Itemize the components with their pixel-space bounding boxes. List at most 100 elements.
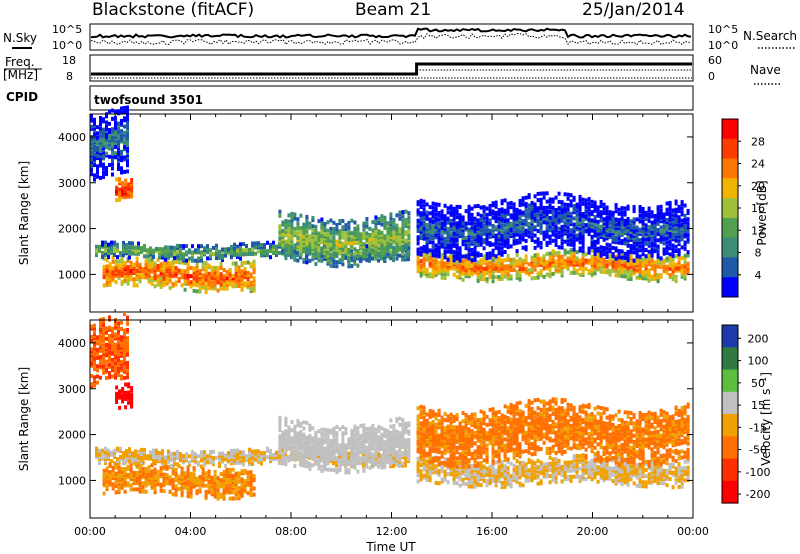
echo-cell — [608, 216, 612, 221]
echo-cell — [566, 256, 570, 261]
echo-cell — [566, 229, 570, 234]
echo-cell — [626, 274, 630, 279]
echo-cell — [380, 230, 384, 235]
echo-cell — [380, 253, 384, 258]
echo-cell — [578, 217, 582, 222]
echo-cell — [107, 450, 110, 455]
echo-cell — [353, 247, 357, 252]
echo-cell — [446, 231, 450, 235]
echo-cell — [371, 232, 375, 237]
echo-cell — [554, 234, 558, 239]
echo-cell — [114, 265, 118, 270]
echo-cell — [434, 233, 438, 238]
echo-cell — [662, 264, 666, 269]
echo-cell — [332, 260, 336, 264]
echo-cell — [371, 230, 375, 235]
echo-cell — [602, 227, 606, 232]
echo-cell — [635, 225, 639, 230]
echo-cell — [638, 254, 642, 259]
echo-cell — [221, 249, 224, 254]
echo-cell — [551, 216, 555, 221]
echo-cell — [572, 228, 576, 233]
echo-cell — [611, 210, 615, 215]
echo-cell — [422, 212, 426, 216]
echo-cell — [428, 211, 432, 216]
echo-cell — [461, 236, 465, 240]
echo-cell — [617, 253, 621, 258]
echo-cell — [138, 262, 142, 267]
echo-cell — [581, 218, 585, 223]
echo-cell — [108, 154, 111, 159]
echo-cell — [320, 229, 324, 234]
echo-cell — [102, 148, 105, 153]
echo-cell — [284, 437, 288, 442]
freq-tick-bottom: 8 — [66, 70, 73, 83]
echo-cell — [252, 278, 256, 283]
echo-cell — [165, 279, 169, 284]
echo-cell — [180, 271, 184, 275]
echo-cell — [593, 243, 597, 248]
echo-cell — [182, 460, 185, 465]
echo-cell — [674, 226, 678, 231]
echo-cell — [515, 253, 519, 258]
echo-cell — [572, 258, 576, 263]
echo-cell — [386, 225, 390, 230]
echo-cell — [551, 226, 555, 231]
echo-cell — [542, 205, 546, 210]
echo-cell — [278, 417, 282, 422]
echo-cell — [431, 228, 435, 233]
echo-cell — [620, 239, 624, 244]
echo-cell — [243, 260, 247, 265]
echo-cell — [218, 461, 221, 466]
echo-cell — [461, 231, 465, 236]
echo-cell — [174, 478, 178, 483]
echo-cell — [455, 215, 459, 220]
echo-cell — [350, 258, 353, 263]
echo-cell — [299, 249, 302, 254]
echo-cell — [440, 230, 444, 235]
echo-cell — [144, 273, 148, 278]
echo-cell — [123, 130, 126, 135]
echo-cell — [341, 225, 345, 230]
echo-cell — [500, 252, 504, 257]
echo-cell — [104, 461, 107, 465]
echo-cell — [278, 461, 282, 466]
echo-cell — [135, 479, 139, 484]
echo-cell — [521, 196, 525, 201]
echo-cell — [278, 236, 282, 241]
echo-cell — [341, 235, 345, 240]
echo-cell — [102, 131, 105, 136]
echo-cell — [668, 211, 672, 216]
echo-cell — [650, 241, 654, 246]
echo-cell — [269, 255, 272, 260]
echo-cell — [566, 266, 570, 271]
echo-cell — [317, 231, 321, 236]
echo-cell — [141, 473, 145, 478]
echo-cell — [467, 256, 471, 261]
echo-cell — [99, 151, 102, 156]
echo-cell — [614, 221, 618, 226]
echo-cell — [233, 246, 236, 251]
echo-cell — [118, 193, 122, 198]
echo-cell — [443, 253, 447, 258]
echo-cell — [530, 263, 534, 268]
echo-cell — [117, 263, 121, 268]
echo-cell — [515, 261, 519, 266]
echo-cell — [512, 214, 516, 219]
echo-cell — [653, 245, 657, 249]
echo-cell — [644, 223, 648, 228]
echo-cell — [290, 240, 294, 245]
echo-cell — [632, 258, 636, 263]
echo-cell — [644, 272, 648, 277]
echo-cell — [443, 249, 447, 254]
echo-cell — [123, 467, 127, 471]
echo-cell — [566, 250, 570, 255]
echo-cell — [611, 260, 615, 265]
echo-cell — [105, 258, 109, 263]
echo-cell — [191, 250, 194, 255]
echo-cell — [111, 154, 114, 158]
echo-cell — [126, 155, 129, 159]
echo-cell — [491, 232, 495, 237]
echo-cell — [233, 448, 236, 453]
echo-cell — [275, 452, 278, 457]
